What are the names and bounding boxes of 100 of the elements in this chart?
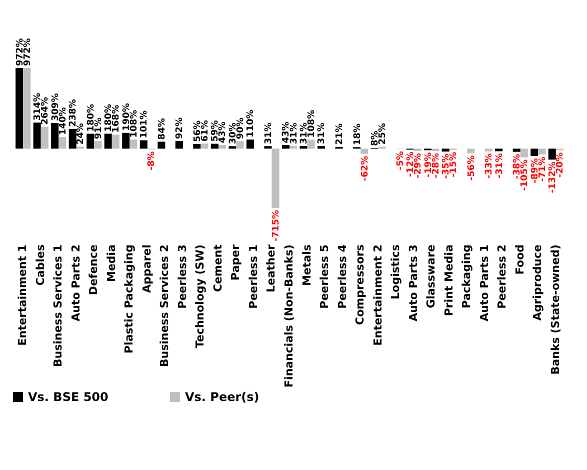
data-label: 92% [175,117,186,140]
x-tick-label: Peerless 2 [496,244,509,309]
bar [23,68,31,149]
data-label: 91% [94,118,104,140]
bar [282,145,290,149]
data-label: 18% [352,124,363,146]
legend-label: Vs. BSE 500 [28,390,108,404]
x-tick-label: Peerless 1 [246,244,260,309]
x-tick-label: Glassware [424,244,438,308]
data-label: -62% [360,156,370,182]
x-tick-label: Auto Parts 3 [406,244,420,322]
x-tick-label: Financials (Non-Banks) [282,244,296,388]
x-tick-label: Business Services 1 [52,244,65,368]
bar [122,132,130,149]
data-label: -56% [466,155,477,181]
bar [300,146,308,149]
bar [307,140,315,149]
bar [130,140,138,149]
bar [175,141,183,149]
data-label: 31% [289,122,300,144]
bar [40,126,48,149]
bar [495,148,503,152]
x-tick-label: Entertainment 2 [371,244,384,346]
data-label: 84% [157,118,168,140]
x-tick-label: Entertainment 1 [16,244,30,346]
data-label: -715% [272,210,282,242]
bar [218,145,226,149]
data-label: 108% [129,110,140,138]
bar [360,148,368,154]
data-label: -33% [484,153,495,179]
x-tick-label: Paper [229,244,242,280]
bar [104,134,112,149]
x-tick-label: Plastic Packaging [122,244,136,354]
x-tick-label: Cement [211,244,224,292]
data-label: -28% [431,152,442,178]
bar [210,144,218,149]
bar [484,148,492,152]
x-tick-label: Defence [87,244,100,296]
data-label: 61% [200,120,210,142]
data-label: -71% [538,156,548,182]
data-label: -31% [494,153,505,179]
x-tick-label: Compressors [354,244,367,325]
x-tick-label: Peerless 5 [318,244,332,309]
data-label: -5% [396,151,406,170]
x-tick-label: Leather [264,244,278,292]
x-tick-label: Media [104,244,118,282]
bar [33,122,41,149]
data-label: 140% [58,107,68,136]
bar [51,123,59,149]
bar [228,146,236,149]
x-tick-label: Apparel [140,244,154,293]
bar [317,146,326,149]
data-label: 972% [22,38,33,66]
bar [86,134,94,149]
bar [467,148,475,154]
bar [140,140,148,149]
legend-label: Vs. Peer(s) [185,390,260,404]
x-tick-label: Cables [34,244,47,286]
x-tick-label: Food [513,244,526,275]
bar [442,148,450,152]
data-label: 31% [317,122,328,144]
data-label: 24% [76,123,86,145]
data-label: 21% [335,123,346,145]
bar [548,148,556,160]
bar [264,146,272,149]
bar [68,128,76,149]
bar [538,148,546,155]
x-tick-label: Business Services 2 [158,244,172,368]
bar [246,140,254,149]
bar [272,148,280,208]
bar [58,137,66,149]
x-tick-label: Auto Parts 2 [69,244,82,322]
data-label: 90% [236,118,246,140]
bar [236,141,244,149]
x-tick-label: Banks (State-owned) [548,244,562,375]
x-tick-label: Packaging [460,244,474,308]
data-label: 101% [140,110,150,138]
bar [414,148,422,152]
bar [200,144,208,149]
x-tick-label: Auto Parts 1 [478,244,491,322]
x-tick-label: Technology (SW) [194,244,207,348]
bar [193,144,201,149]
bar [112,134,120,149]
data-label: 31% [264,122,274,144]
bar [530,148,538,156]
data-label: 108% [307,110,318,138]
bar [512,148,520,152]
bar [290,146,298,149]
data-label: -8% [147,151,158,170]
bar [94,141,102,149]
data-label: 110% [246,110,256,138]
x-tick-label: Metals [300,244,314,286]
x-tick-label: Peerless 4 [336,244,349,309]
x-tick-label: Print Media [442,244,456,316]
bar [158,142,166,149]
bar [16,68,24,149]
x-tick-label: Logistics [389,244,402,300]
bar [520,148,528,158]
x-tick-label: Peerless 3 [176,244,189,309]
x-tick-label: Agriproduce [531,244,544,321]
